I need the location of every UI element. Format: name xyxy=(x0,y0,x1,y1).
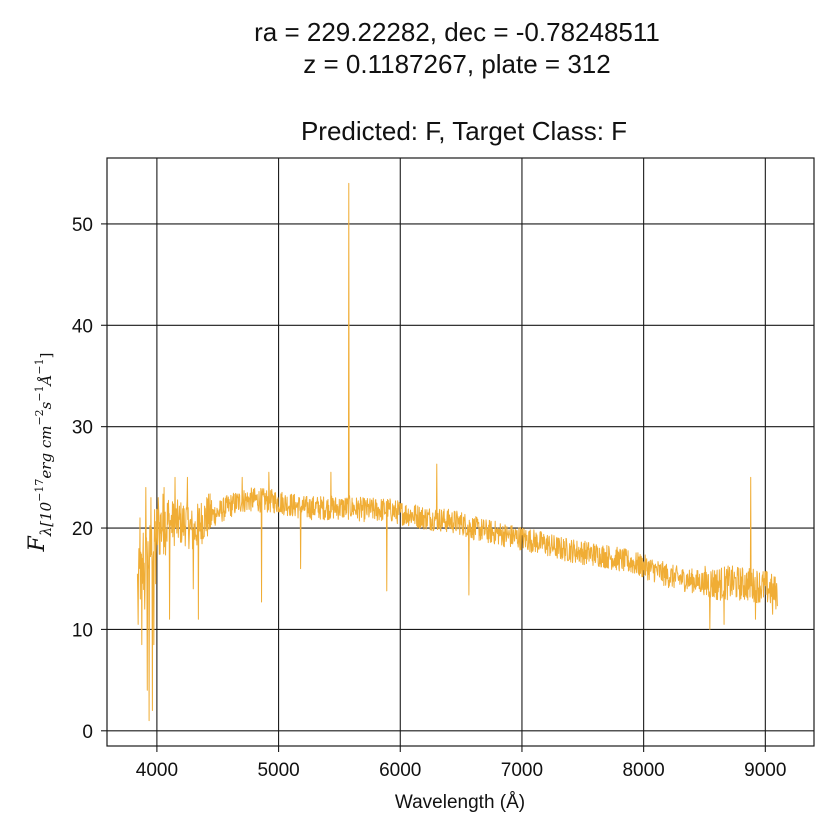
y-label-exp1: −17 xyxy=(33,479,46,502)
x-tick-label: 9000 xyxy=(744,760,786,781)
y-tick-label: 10 xyxy=(72,620,93,641)
grid-layer xyxy=(107,158,814,746)
y-tick-label: 30 xyxy=(72,418,93,439)
x-tick-label: 5000 xyxy=(257,760,299,781)
y-axis-label: Fλ[10−17erg cm−2s−1Å−1] xyxy=(25,352,55,552)
y-label-mid2: s xyxy=(37,401,55,409)
y-label-main: F xyxy=(25,536,50,553)
ticks-layer: 4000 5000 6000 7000 8000 9000 0 10 20 30 40 50 xyxy=(72,215,787,781)
y-label-exp4: −1 xyxy=(33,358,46,374)
data-layer xyxy=(136,182,778,722)
y-label-sub: λ[10 xyxy=(37,501,55,537)
chart-title-line-1: ra = 229.22282, dec = -0.78248511 xyxy=(254,17,660,47)
x-tick-label: 6000 xyxy=(379,760,421,781)
y-label-end: ] xyxy=(37,352,55,358)
y-label-mid3: Å xyxy=(37,375,55,388)
x-axis-label: Wavelength (Å) xyxy=(395,792,525,813)
spectrum-line xyxy=(136,182,778,722)
y-tick-label: 50 xyxy=(72,215,93,236)
y-label-mid: erg cm xyxy=(37,426,55,479)
y-axis-label-text: Fλ[10−17erg cm−2s−1Å−1] xyxy=(25,352,55,552)
y-tick-label: 0 xyxy=(82,722,93,743)
y-tick-label: 40 xyxy=(72,316,93,337)
x-tick-label: 7000 xyxy=(501,760,543,781)
y-label-exp2: −2 xyxy=(33,409,46,425)
y-tick-label: 20 xyxy=(72,519,93,540)
chart-title-line-2: z = 0.1187267, plate = 312 xyxy=(303,49,610,79)
x-tick-label: 8000 xyxy=(622,760,664,781)
y-label-exp3: −1 xyxy=(33,385,46,401)
x-tick-label: 4000 xyxy=(136,760,178,781)
chart-title-line-3: Predicted: F, Target Class: F xyxy=(301,116,627,146)
plot-frame xyxy=(106,157,815,747)
